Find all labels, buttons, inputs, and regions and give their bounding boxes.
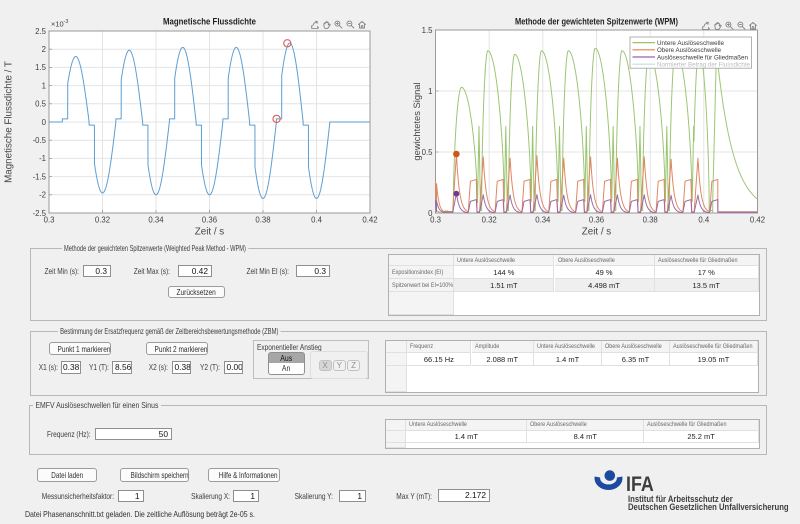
svg-text:0.42: 0.42 xyxy=(750,216,765,225)
svg-text:0.34: 0.34 xyxy=(148,216,164,225)
svg-text:gewichtetes Signal: gewichtetes Signal xyxy=(411,82,422,160)
svg-text:0: 0 xyxy=(42,118,47,127)
svg-text:0.4: 0.4 xyxy=(311,216,323,225)
svg-text:-1.5: -1.5 xyxy=(33,172,47,181)
svg-text:0.4: 0.4 xyxy=(698,216,710,225)
svg-text:Untere Auslöseschwelle: Untere Auslöseschwelle xyxy=(657,40,724,47)
svg-text:Magnetische Flussdichte: Magnetische Flussdichte xyxy=(163,16,256,27)
svg-text:0.42: 0.42 xyxy=(362,216,377,225)
svg-text:Auslöseschwelle für Gliedmaßen: Auslöseschwelle für Gliedmaßen xyxy=(657,54,748,61)
svg-text:-3: -3 xyxy=(64,19,69,25)
svg-text:1: 1 xyxy=(42,81,46,90)
svg-text:0.36: 0.36 xyxy=(202,216,217,225)
svg-text:2.5: 2.5 xyxy=(35,27,47,36)
svg-text:1.5: 1.5 xyxy=(422,26,434,35)
svg-text:0.38: 0.38 xyxy=(255,216,270,225)
svg-text:Magnetische Flussdichte / T: Magnetische Flussdichte / T xyxy=(4,61,15,183)
svg-text:×10: ×10 xyxy=(51,20,64,29)
svg-text:Zeit / s: Zeit / s xyxy=(195,227,224,238)
svg-text:Obere Auslöseschwelle: Obere Auslöseschwelle xyxy=(657,47,721,54)
svg-text:0.34: 0.34 xyxy=(535,216,551,225)
svg-text:Methode der gewichteten Spitze: Methode der gewichteten Spitzenwerte (WP… xyxy=(515,16,678,27)
svg-text:0: 0 xyxy=(428,209,433,218)
svg-text:0.32: 0.32 xyxy=(95,216,110,225)
svg-text:0.5: 0.5 xyxy=(35,100,47,109)
svg-text:Zeit / s: Zeit / s xyxy=(582,227,611,238)
svg-text:Normierter Betrag der Flussdic: Normierter Betrag der Flussdichte xyxy=(657,62,750,69)
svg-text:0.5: 0.5 xyxy=(422,148,434,157)
svg-text:1: 1 xyxy=(428,87,432,96)
svg-text:0.32: 0.32 xyxy=(482,216,497,225)
svg-text:1.5: 1.5 xyxy=(35,63,47,72)
svg-text:-1: -1 xyxy=(39,154,46,163)
svg-text:0.38: 0.38 xyxy=(643,216,658,225)
svg-text:0.3: 0.3 xyxy=(44,216,55,225)
svg-text:0.3: 0.3 xyxy=(430,216,441,225)
svg-text:0.36: 0.36 xyxy=(589,216,604,225)
svg-text:-2: -2 xyxy=(39,191,46,200)
svg-text:2: 2 xyxy=(42,45,46,54)
svg-text:-0.5: -0.5 xyxy=(33,136,47,145)
svg-text:-2.5: -2.5 xyxy=(33,209,47,218)
